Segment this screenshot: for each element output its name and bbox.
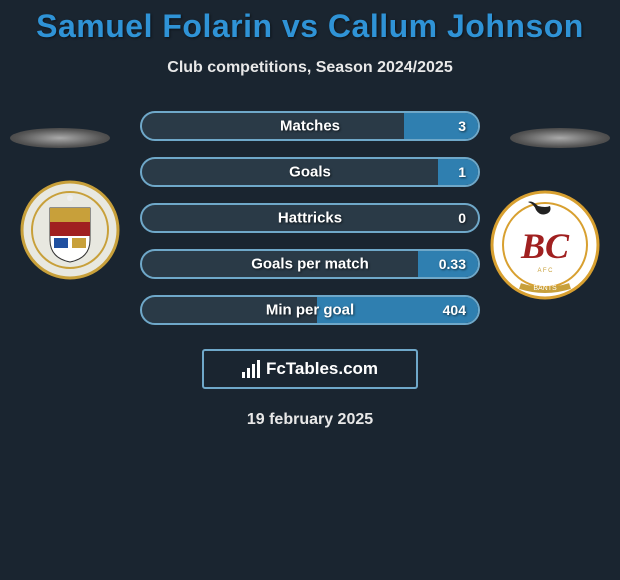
date-label: 19 february 2025 — [0, 411, 620, 429]
stat-row: Goals 1 — [140, 157, 480, 187]
stat-row: Goals per match 0.33 — [140, 249, 480, 279]
stat-row: Matches 3 — [140, 111, 480, 141]
stat-label: Hattricks — [278, 210, 342, 227]
club-badge-right: BC A F C BANTS — [490, 190, 600, 300]
page-title: Samuel Folarin vs Callum Johnson — [0, 0, 620, 45]
stat-row: Min per goal 404 — [140, 295, 480, 325]
avatar-shadow-left — [10, 128, 110, 148]
stat-fill — [404, 113, 478, 139]
stat-value: 0.33 — [439, 256, 466, 272]
stat-row: Hattricks 0 — [140, 203, 480, 233]
stat-value: 1 — [458, 164, 466, 180]
stat-value: 404 — [443, 302, 466, 318]
subtitle: Club competitions, Season 2024/2025 — [0, 59, 620, 77]
brand-text: FcTables.com — [266, 359, 378, 379]
stat-label: Min per goal — [266, 302, 354, 319]
stat-label: Goals per match — [251, 256, 369, 273]
brand-attribution[interactable]: FcTables.com — [202, 349, 418, 389]
player2-name: Callum Johnson — [328, 8, 584, 44]
avatar-shadow-right — [510, 128, 610, 148]
stat-value: 3 — [458, 118, 466, 134]
stat-label: Goals — [289, 164, 331, 181]
club-badge-left — [20, 180, 120, 280]
badge-letters: BC — [520, 226, 570, 266]
stat-label: Matches — [280, 118, 340, 135]
player1-name: Samuel Folarin — [36, 8, 272, 44]
svg-text:BANTS: BANTS — [533, 285, 557, 292]
stat-value: 0 — [458, 210, 466, 226]
chart-icon — [242, 360, 260, 378]
svg-text:A F C: A F C — [537, 268, 553, 274]
stats-table: Matches 3 Goals 1 Hattricks 0 Goals per … — [140, 111, 480, 325]
vs-separator: vs — [282, 8, 319, 44]
